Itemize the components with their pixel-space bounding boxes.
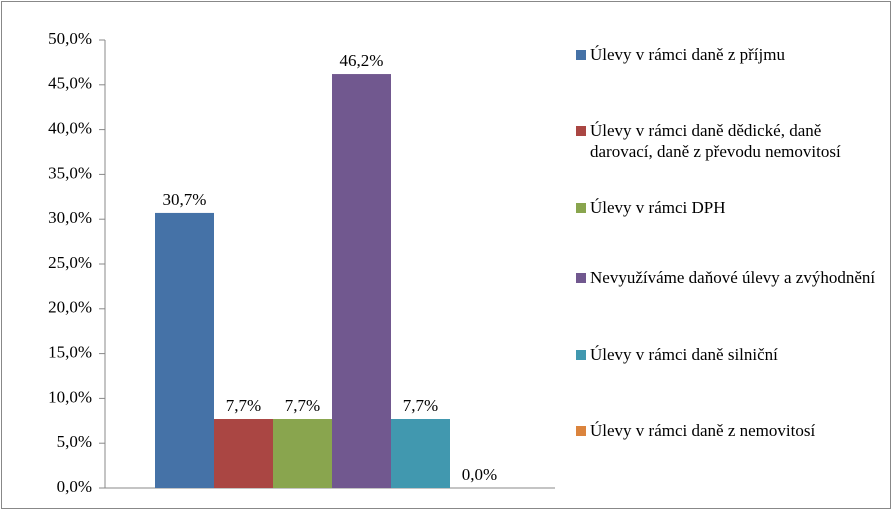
legend-label: Úlevy v rámci daně z příjmu bbox=[590, 45, 785, 64]
legend-swatch bbox=[576, 50, 586, 60]
data-label: 30,7% bbox=[163, 190, 207, 209]
data-label: 46,2% bbox=[340, 51, 384, 70]
bar bbox=[391, 419, 450, 488]
y-tick-label: 35,0% bbox=[48, 163, 92, 182]
y-tick-label: 45,0% bbox=[48, 74, 92, 93]
data-label: 7,7% bbox=[403, 396, 438, 415]
y-tick-label: 25,0% bbox=[48, 253, 92, 272]
y-tick-label: 5,0% bbox=[57, 432, 92, 451]
y-tick-label: 30,0% bbox=[48, 208, 92, 227]
y-tick-label: 10,0% bbox=[48, 387, 92, 406]
bar bbox=[214, 419, 273, 488]
bar bbox=[332, 74, 391, 488]
legend-label: Úlevy v rámci daně z nemovitosí bbox=[590, 421, 816, 440]
y-tick-label: 20,0% bbox=[48, 298, 92, 317]
legend-label: Nevyužíváme daňové úlevy a zvýhodnění bbox=[590, 268, 876, 287]
y-tick-label: 50,0% bbox=[48, 29, 92, 48]
data-label: 7,7% bbox=[285, 396, 320, 415]
legend-label: Úlevy v rámci daně silniční bbox=[590, 345, 778, 364]
legend-swatch bbox=[576, 203, 586, 213]
legend-swatch bbox=[576, 350, 586, 360]
y-tick-label: 0,0% bbox=[57, 477, 92, 496]
legend-label: Úlevy v rámci DPH bbox=[590, 198, 726, 217]
data-label: 7,7% bbox=[226, 396, 261, 415]
legend-swatch bbox=[576, 273, 586, 283]
y-tick-label: 40,0% bbox=[48, 119, 92, 138]
bar bbox=[155, 212, 214, 489]
legend-swatch bbox=[576, 126, 586, 136]
y-tick-label: 15,0% bbox=[48, 343, 92, 362]
data-label: 0,0% bbox=[462, 465, 497, 484]
bar bbox=[273, 419, 332, 488]
legend-swatch bbox=[576, 426, 586, 436]
legend-label: Úlevy v rámci daně dědické, daně darovac… bbox=[590, 121, 841, 161]
